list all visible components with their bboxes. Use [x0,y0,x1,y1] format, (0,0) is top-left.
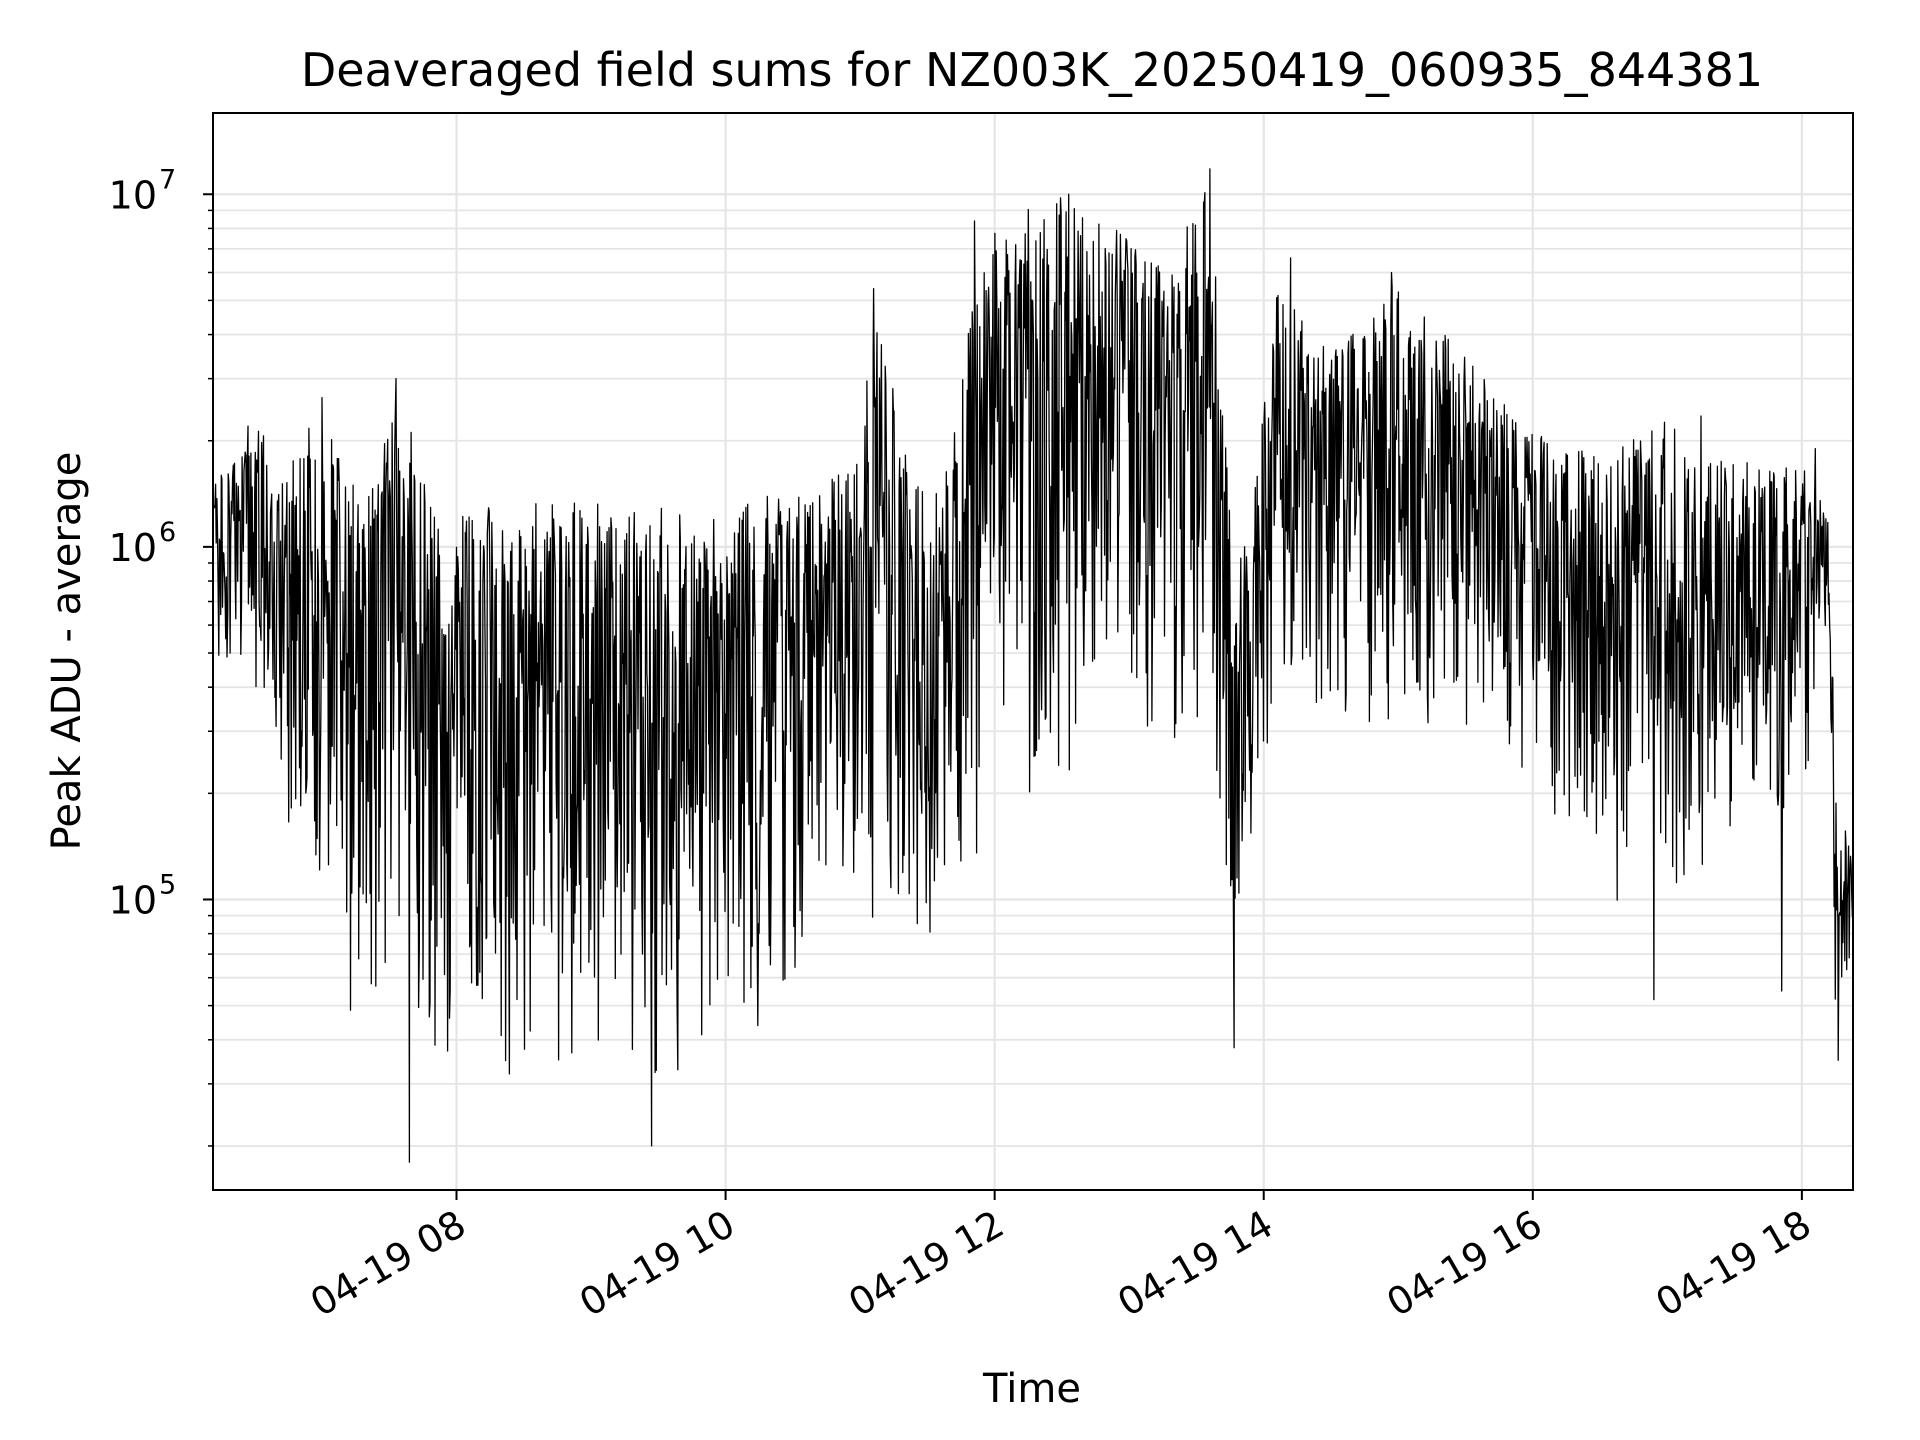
plot-frame [212,112,1854,1191]
series-layer [213,168,1854,1163]
y-axis-label: Peak ADU - average [44,452,90,851]
series-line [213,168,1854,1163]
y-tick-exponent: 7 [159,164,176,195]
chart-title: Deaveraged field sums for NZ003K_2025041… [301,43,1763,97]
y-tick-label: 10 [109,878,157,922]
y-tick-exponent: 5 [159,869,176,900]
y-tick-label: 10 [109,173,157,217]
y-tick-exponent: 6 [159,517,176,548]
y-tick-label: 10 [109,526,157,570]
x-axis-label: Time [982,1366,1081,1412]
